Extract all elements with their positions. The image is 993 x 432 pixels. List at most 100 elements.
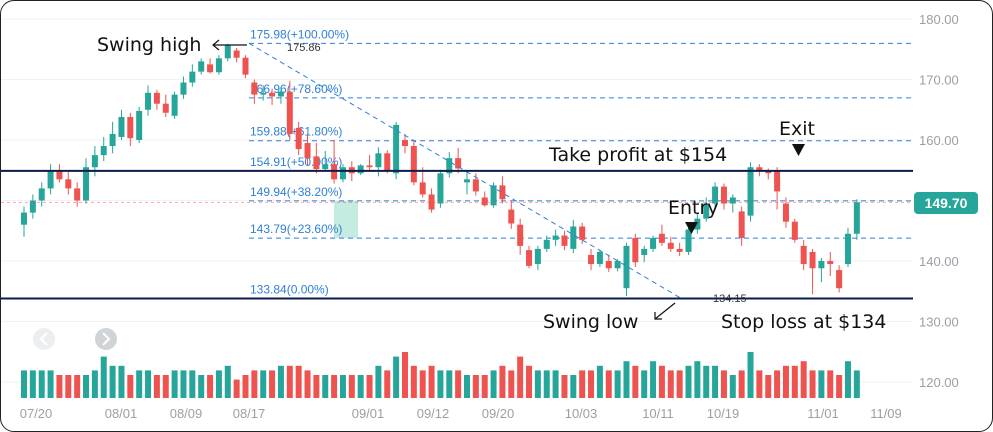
volume-bar: [774, 370, 781, 398]
swing-high-value: 175.86: [287, 42, 321, 54]
candle-body: [269, 92, 276, 97]
volume-bar: [490, 370, 497, 398]
candle-body: [720, 186, 727, 204]
candlestick: [738, 206, 745, 246]
swing-low-arrow: [654, 302, 676, 320]
candle-body: [632, 238, 639, 263]
volume-bar: [765, 375, 772, 398]
candle-body: [215, 58, 222, 73]
candlestick: [818, 257, 825, 283]
volume-bar: [534, 370, 541, 398]
candlestick: [215, 55, 222, 75]
candle-body: [694, 218, 701, 230]
candle-body: [277, 91, 284, 97]
candlestick: [428, 188, 435, 213]
volume-bar: [322, 375, 329, 398]
candle-body: [322, 164, 329, 170]
candle-body: [605, 261, 612, 269]
candle-body: [446, 158, 453, 174]
candlestick: [224, 43, 231, 62]
candle-body: [233, 50, 240, 58]
candle-body: [304, 143, 311, 159]
candlestick: [782, 197, 789, 228]
y-tick-label: 170.00: [919, 73, 959, 88]
candlestick: [171, 91, 178, 119]
candlestick: [623, 242, 630, 297]
candlestick: [136, 106, 143, 144]
volume-bar: [171, 370, 178, 398]
scroll-left-button[interactable]: [33, 328, 55, 350]
candle-body: [827, 261, 834, 265]
volume-bar: [162, 375, 169, 398]
candle-body: [517, 224, 524, 246]
candle-body: [526, 250, 533, 266]
volume-bar: [827, 370, 834, 398]
candlestick: [720, 183, 727, 210]
candle-body: [38, 188, 45, 201]
candlestick: [198, 58, 205, 75]
volume-bar: [304, 370, 311, 398]
candlestick: [127, 112, 134, 147]
candlestick: [809, 248, 816, 295]
candlestick: [729, 194, 736, 213]
candlestick: [641, 245, 648, 263]
candle-body: [685, 229, 692, 252]
candle-body: [136, 110, 143, 140]
candle-body: [703, 203, 710, 219]
candlestick: [29, 194, 36, 219]
candle-body: [508, 209, 515, 224]
volume-bar: [428, 365, 435, 398]
candlestick: [56, 164, 63, 183]
volume-bar: [375, 365, 382, 398]
entry-label: Entry: [668, 197, 719, 219]
candle-body: [534, 248, 541, 265]
candle-body: [251, 82, 258, 95]
scroll-right-button[interactable]: [95, 328, 117, 350]
candlestick: [481, 191, 488, 207]
candlestick: [455, 147, 462, 174]
candle-body: [836, 270, 843, 289]
volume-bar: [242, 375, 249, 398]
current-price-tag: 149.70: [914, 192, 978, 214]
x-tick-label: 07/20: [20, 406, 53, 421]
chevron-left-icon: [39, 332, 48, 346]
volume-bar: [286, 365, 293, 398]
candle-body: [224, 45, 231, 59]
candle-body: [180, 82, 187, 95]
volume-bar: [74, 375, 81, 398]
candle-body: [428, 194, 435, 210]
y-tick-label: 140.00: [919, 254, 959, 269]
swing-high-arrowhead: [212, 39, 220, 51]
stop-loss-label: Stop loss at $134: [721, 311, 886, 333]
candlestick: [295, 121, 302, 156]
candle-body: [481, 197, 488, 206]
x-tick-label: 09/20: [482, 406, 515, 421]
volume-bar: [393, 356, 400, 398]
volume-bar: [508, 370, 515, 398]
candlestick: [189, 64, 196, 87]
candlestick: [260, 85, 267, 101]
volume-bar: [703, 365, 710, 398]
volume-bar: [782, 365, 789, 398]
candle-body: [455, 158, 462, 169]
candlestick: [791, 218, 798, 243]
candle-body: [295, 127, 302, 150]
candlestick: [552, 229, 559, 246]
volume-bar: [198, 375, 205, 398]
volume-bar: [189, 370, 196, 398]
candlestick: [65, 170, 72, 195]
x-tick-label: 10/11: [642, 406, 674, 421]
x-tick-label: 10/19: [707, 406, 740, 421]
volume-bar: [481, 375, 488, 398]
candlestick: [844, 227, 851, 268]
candlestick: [47, 164, 54, 195]
volume-bar: [623, 361, 630, 398]
exit-label: Exit: [779, 118, 815, 140]
volume-bar: [21, 370, 27, 398]
candle-body: [357, 165, 364, 174]
candlestick: [401, 133, 408, 154]
candlestick: [703, 197, 710, 222]
candlestick: [313, 143, 320, 174]
candlestick: [277, 86, 284, 104]
